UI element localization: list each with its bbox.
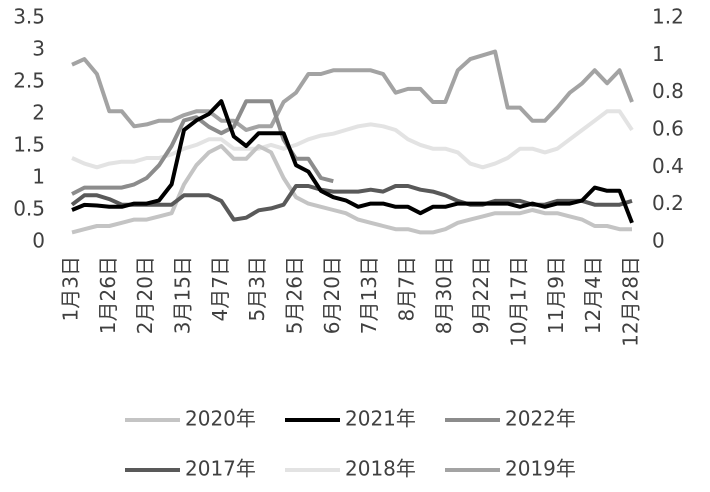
legend-label: 2019年 bbox=[505, 457, 576, 481]
x-tick-label: 5月26日 bbox=[283, 256, 307, 334]
y-tick-label: 0 bbox=[32, 229, 45, 253]
y2-tick-label: 0.2 bbox=[652, 191, 684, 215]
x-tick-label: 6月20日 bbox=[320, 256, 344, 334]
y2-tick-label: 1.2 bbox=[652, 5, 684, 29]
legend-label: 2020年 bbox=[185, 407, 256, 431]
x-tick-label: 4月7日 bbox=[208, 256, 232, 321]
y-tick-label: 2 bbox=[32, 101, 45, 125]
x-tick-label: 12月4日 bbox=[581, 256, 605, 334]
x-tick-label: 9月22日 bbox=[469, 256, 493, 334]
y2-tick-label: 0 bbox=[652, 229, 665, 253]
x-tick-label: 3月15日 bbox=[171, 256, 195, 334]
y2-tick-label: 0.8 bbox=[652, 79, 684, 103]
x-tick-label: 1月26日 bbox=[96, 256, 120, 334]
legend-label: 2021年 bbox=[345, 407, 416, 431]
legend-label: 2022年 bbox=[505, 407, 576, 431]
x-tick-label: 10月17日 bbox=[507, 256, 531, 347]
y2-tick-label: 0.4 bbox=[652, 154, 684, 178]
x-tick-label: 8月30日 bbox=[432, 256, 456, 334]
series-line bbox=[71, 99, 634, 224]
legend-label: 2017年 bbox=[185, 457, 256, 481]
x-tick-label: 1月3日 bbox=[59, 256, 83, 321]
x-tick-label: 7月13日 bbox=[357, 256, 381, 334]
x-tick-label: 11月9日 bbox=[544, 256, 568, 334]
x-tick-label: 2月20日 bbox=[133, 256, 157, 334]
y-tick-label: 0.5 bbox=[13, 197, 45, 221]
y2-tick-label: 0.6 bbox=[652, 117, 684, 141]
y-tick-label: 2.5 bbox=[13, 69, 45, 93]
y2-tick-label: 1 bbox=[652, 42, 665, 66]
x-tick-label: 8月7日 bbox=[395, 256, 419, 321]
x-tick-label: 12月28日 bbox=[619, 256, 643, 347]
y-tick-label: 1 bbox=[32, 165, 45, 189]
series-line bbox=[71, 144, 632, 235]
y-tick-label: 3.5 bbox=[13, 5, 45, 29]
y-tick-label: 3 bbox=[32, 37, 45, 61]
series-line bbox=[71, 49, 634, 132]
x-tick-label: 5月3日 bbox=[245, 256, 269, 321]
legend-label: 2018年 bbox=[345, 457, 416, 481]
y-tick-label: 1.5 bbox=[13, 133, 45, 157]
